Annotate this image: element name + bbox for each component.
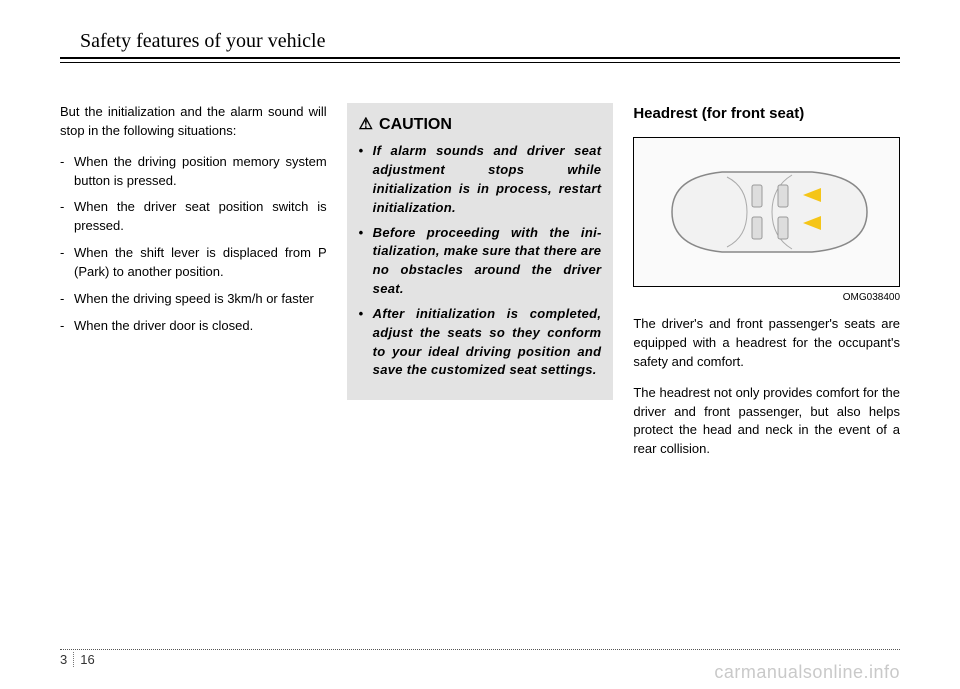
page: Safety features of your vehicle But the … (0, 0, 960, 689)
figure-code: OMG038400 (633, 291, 900, 306)
body-paragraph: The headrest not only provides com­fort … (633, 384, 900, 459)
caution-label: CAUTION (379, 113, 452, 136)
list-item: If alarm sounds and driver seat adjustme… (359, 142, 602, 217)
arrow-icon (803, 188, 821, 202)
car-top-view-icon (652, 157, 882, 267)
caution-box: ⚠ CAUTION If alarm sounds and driver sea… (347, 103, 614, 400)
stop-conditions-list: When the driving position memory system … (60, 153, 327, 336)
list-item: When the driver door is closed. (60, 317, 327, 336)
watermark: carmanualsonline.info (714, 662, 900, 683)
page-number: 16 (80, 652, 94, 667)
caution-heading: ⚠ CAUTION (359, 113, 602, 136)
car-figure (633, 137, 900, 287)
column-3: Headrest (for front seat) OMG038400 The … (633, 103, 900, 471)
chapter-number: 3 (60, 652, 74, 667)
column-2: ⚠ CAUTION If alarm sounds and driver sea… (347, 103, 614, 471)
arrow-icon (803, 216, 821, 230)
list-item: After initialization is complet­ed, adju… (359, 305, 602, 380)
column-1: But the initialization and the alarm sou… (60, 103, 327, 471)
list-item: When the shift lever is displaced from P… (60, 244, 327, 282)
intro-paragraph: But the initialization and the alarm sou… (60, 103, 327, 141)
rule-thick (60, 57, 900, 59)
headrest-heading: Headrest (for front seat) (633, 103, 900, 125)
warning-icon: ⚠ (359, 113, 373, 136)
body-paragraph: The driver's and front passenger's seats… (633, 315, 900, 372)
list-item: When the driver seat position switch is … (60, 198, 327, 236)
caution-list: If alarm sounds and driver seat adjustme… (359, 142, 602, 380)
dotted-rule (60, 649, 900, 650)
section-header: Safety features of your vehicle (80, 30, 900, 53)
rule-thin (60, 62, 900, 63)
list-item: When the driving speed is 3km/h or faste… (60, 290, 327, 309)
list-item: Before proceeding with the ini­tializati… (359, 224, 602, 299)
list-item: When the driving position memory system … (60, 153, 327, 191)
content-columns: But the initialization and the alarm sou… (60, 103, 900, 471)
